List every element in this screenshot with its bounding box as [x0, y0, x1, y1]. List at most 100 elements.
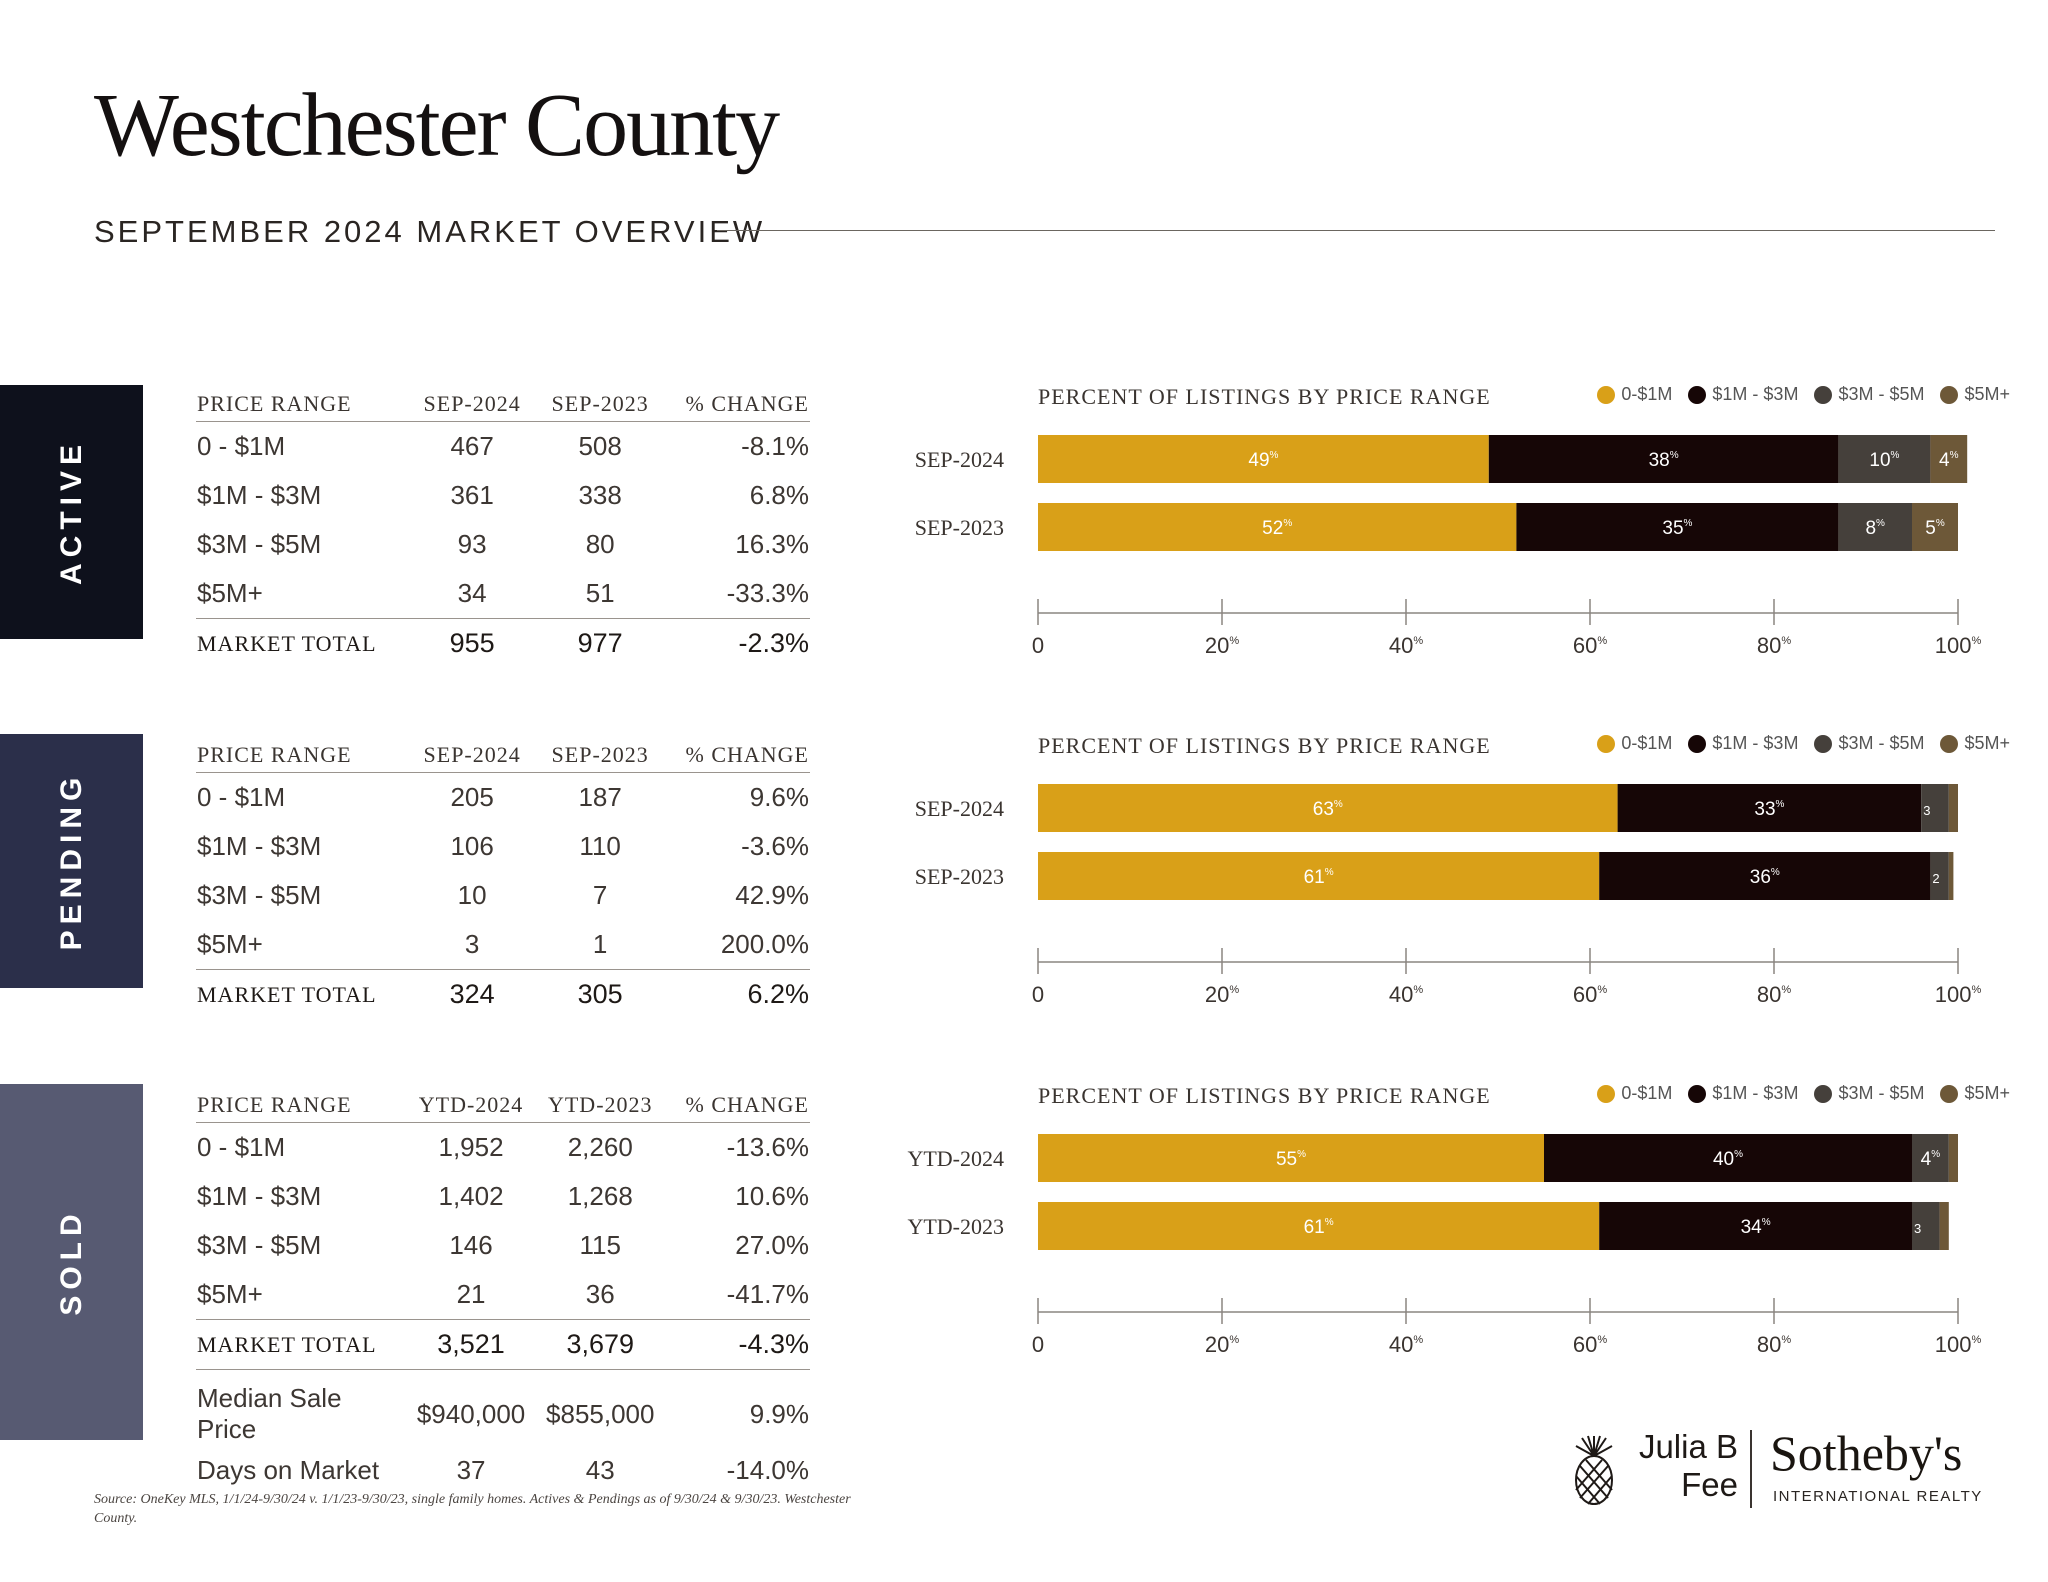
- x-tick-label: 0: [1032, 982, 1044, 1007]
- bar-segment: [1038, 1134, 1544, 1182]
- table-cell: 977: [537, 618, 664, 668]
- legend-label: $5M+: [1964, 384, 2010, 404]
- column-header: PRICE RANGE: [196, 376, 408, 422]
- agent-name-line1: Julia B: [1638, 1428, 1738, 1465]
- column-header: SEP-2024: [407, 376, 538, 422]
- table-row: 0 - $1M 467 508 -8.1%: [196, 422, 810, 472]
- table-cell: $5M+: [197, 578, 263, 608]
- section-label: SOLD: [54, 1208, 88, 1316]
- table-cell: -4.3%: [663, 1319, 810, 1370]
- percent-sign: %: [1734, 1149, 1743, 1160]
- table-cell: 508: [578, 431, 622, 461]
- chart-legend: 0-$1M $1M - $3M $3M - $5M $5M+: [1597, 384, 2010, 405]
- table-cell: 338: [578, 480, 622, 510]
- percent-sign: %: [1270, 450, 1279, 461]
- table-cell: 467: [450, 431, 494, 461]
- bar-segment: [1912, 1134, 1949, 1182]
- table-cell: 361: [450, 480, 494, 510]
- legend-item: $5M+: [1940, 384, 2010, 405]
- data-label: 2: [1932, 871, 1939, 886]
- percent-sign: %: [1229, 984, 1239, 996]
- bar-segment: [1038, 435, 1489, 483]
- x-tick-label: 40%: [1389, 633, 1423, 658]
- table-cell: -33.3%: [726, 578, 809, 608]
- table-row: 0 - $1M 205 187 9.6%: [196, 773, 810, 823]
- table-row: 0 - $1M 1,952 2,260 -13.6%: [196, 1123, 810, 1173]
- legend-label: $5M+: [1964, 1083, 2010, 1103]
- bar-segment: [1948, 784, 1958, 832]
- table-cell: $3M - $5M: [197, 880, 322, 910]
- legend-swatch: [1688, 1084, 1707, 1103]
- percent-sign: %: [1297, 1149, 1306, 1160]
- percent-sign: %: [1971, 1334, 1981, 1346]
- table-cell: $1M - $3M: [197, 831, 322, 861]
- table-total-row: MARKET TOTAL 3,521 3,679 -4.3%: [196, 1319, 810, 1370]
- bar-segment: [1599, 852, 1931, 900]
- active-price-range-chart: PERCENT OF LISTINGS BY PRICE RANGE 0-$1M…: [900, 384, 2010, 669]
- bar-segment: [1599, 1202, 1912, 1250]
- data-label: 3: [1914, 1221, 1921, 1236]
- table-cell: 93: [457, 529, 487, 559]
- legend-label: $1M - $3M: [1712, 1083, 1799, 1103]
- table-cell: 324: [407, 969, 538, 1019]
- chart-title: PERCENT OF LISTINGS BY PRICE RANGE: [1038, 384, 1491, 409]
- source-note: Source: OneKey MLS, 1/1/24-9/30/24 v. 1/…: [94, 1492, 851, 1526]
- table-cell: -3.6%: [741, 831, 809, 861]
- column-header: % CHANGE: [663, 1077, 810, 1123]
- bar-segment: [1488, 435, 1839, 483]
- x-tick-label: 40%: [1389, 982, 1423, 1007]
- legend-item: $1M - $3M: [1688, 384, 1798, 405]
- legend-label: 0-$1M: [1621, 384, 1673, 404]
- table-cell: -8.1%: [741, 431, 809, 461]
- x-tick-label: 60%: [1573, 982, 1607, 1007]
- table-cell: 0 - $1M: [197, 431, 286, 461]
- bar-segment: [1948, 852, 1954, 900]
- table-cell: 43: [585, 1455, 615, 1485]
- table-cell: 146: [449, 1230, 493, 1260]
- bar-segment: [1930, 852, 1949, 900]
- table-cell: 34: [457, 578, 487, 608]
- legend-swatch: [1688, 734, 1707, 753]
- percent-sign: %: [1283, 518, 1292, 529]
- legend-label: $1M - $3M: [1712, 384, 1799, 404]
- percent-sign: %: [1334, 799, 1343, 810]
- percent-sign: %: [1771, 867, 1780, 878]
- table-cell: 42.9%: [735, 880, 809, 910]
- percent-sign: %: [1950, 450, 1959, 461]
- table-row: $3M - $5M 10 7 42.9%: [196, 871, 810, 920]
- table-cell: $1M - $3M: [197, 1181, 322, 1211]
- table-cell: $3M - $5M: [197, 529, 322, 559]
- legend-item: 0-$1M: [1597, 384, 1672, 405]
- legend-label: 0-$1M: [1621, 1083, 1673, 1103]
- legend-swatch: [1597, 734, 1616, 753]
- x-tick-label: 100%: [1935, 1332, 1982, 1357]
- table-row-days-on-market: Days on Market 37 43 -14.0%: [196, 1446, 810, 1495]
- x-tick-label: 0: [1032, 633, 1044, 658]
- legend-item: $3M - $5M: [1814, 384, 1924, 405]
- percent-sign: %: [1781, 984, 1791, 996]
- table-cell: MARKET TOTAL: [196, 1319, 406, 1370]
- x-tick-label: 20%: [1205, 1332, 1239, 1357]
- legend-swatch: [1940, 385, 1959, 404]
- bar-segment: [1038, 784, 1618, 832]
- table-cell: MARKET TOTAL: [196, 969, 408, 1019]
- legend-swatch: [1688, 385, 1707, 404]
- percent-sign: %: [1413, 635, 1423, 647]
- table-cell: 3: [464, 929, 480, 959]
- table-cell: -14.0%: [726, 1455, 809, 1485]
- category-label: SEP-2024: [915, 796, 1004, 821]
- chart-legend: 0-$1M $1M - $3M $3M - $5M $5M+: [1597, 733, 2010, 754]
- page-title: Westchester County: [94, 76, 780, 175]
- percent-sign: %: [1971, 984, 1981, 996]
- table-cell: 10.6%: [735, 1181, 809, 1211]
- column-header: SEP-2023: [537, 376, 664, 422]
- percent-sign: %: [1413, 1334, 1423, 1346]
- table-total-row: MARKET TOTAL 324 305 6.2%: [196, 969, 810, 1019]
- percent-sign: %: [1670, 450, 1679, 461]
- percent-sign: %: [1781, 635, 1791, 647]
- legend-item: 0-$1M: [1597, 733, 1672, 754]
- table-cell: 80: [585, 529, 615, 559]
- table-cell: $855,000: [546, 1398, 655, 1429]
- table-cell: 187: [578, 782, 622, 812]
